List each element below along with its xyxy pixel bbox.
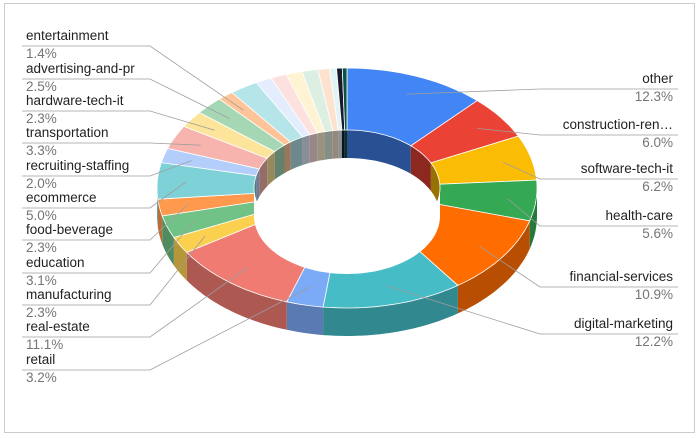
leader-line-digital-marketing bbox=[386, 285, 678, 335]
slice-percent-recruiting-staffing: 2.0% bbox=[26, 176, 57, 191]
slice-wall-inner bbox=[347, 130, 411, 174]
slice-label-manufacturing: manufacturing bbox=[26, 287, 112, 302]
slice-wall-inner bbox=[317, 131, 325, 161]
donut-top-layer bbox=[156, 67, 538, 309]
leader-line-food-beverage bbox=[22, 204, 188, 241]
slice-percent-other: 12.3% bbox=[635, 89, 673, 104]
slice-label-retail: retail bbox=[26, 352, 55, 367]
slice-wall-inner bbox=[274, 145, 285, 180]
slice-percent-transportation: 3.3% bbox=[26, 143, 57, 158]
slice-percent-financial-services: 10.9% bbox=[635, 287, 673, 302]
donut-hole-front bbox=[254, 188, 440, 274]
slice-wall-outer bbox=[157, 199, 163, 244]
chart-border bbox=[4, 3, 695, 433]
leader-line-financial-services bbox=[478, 245, 678, 288]
slice-label-construction-ren…: construction-ren… bbox=[563, 117, 673, 132]
slice-percent-food-beverage: 2.3% bbox=[26, 240, 57, 255]
slice-wall-inner bbox=[267, 151, 275, 187]
leader-line-advertising-and-pr bbox=[22, 78, 230, 119]
slice-percent-advertising-and-pr: 2.5% bbox=[26, 79, 57, 94]
slice-label-advertising-and-pr: advertising-and-pr bbox=[26, 61, 135, 76]
slice-percent-digital-marketing: 12.2% bbox=[635, 334, 673, 349]
slice-wall-inner bbox=[256, 168, 260, 204]
slice-label-health-care: health-care bbox=[605, 208, 673, 223]
leader-line-transportation bbox=[22, 142, 201, 146]
slice-wall-inner bbox=[344, 130, 347, 158]
slice-label-entertainment: entertainment bbox=[26, 28, 109, 43]
leader-line-hardware-tech-it bbox=[22, 110, 215, 131]
slice-label-education: education bbox=[26, 255, 85, 270]
slice-label-financial-services: financial-services bbox=[569, 269, 673, 284]
slice-label-recruiting-staffing: recruiting-staffing bbox=[26, 158, 129, 173]
leader-line-retail bbox=[22, 286, 312, 371]
slice-percent-education: 3.1% bbox=[26, 273, 57, 288]
slice-percent-software-tech-it: 6.2% bbox=[642, 179, 673, 194]
slice-wall-inner bbox=[302, 134, 310, 165]
slice-wall-outer bbox=[186, 252, 287, 330]
slice-wall-outer bbox=[162, 215, 174, 266]
slice-wall-inner bbox=[324, 130, 333, 160]
slice-wall-inner bbox=[410, 145, 431, 191]
slice-percent-entertainment: 1.4% bbox=[26, 46, 57, 61]
slice-wall-inner bbox=[338, 130, 342, 159]
leader-line-recruiting-staffing bbox=[22, 160, 192, 177]
slice-percent-retail: 3.2% bbox=[26, 370, 57, 385]
leader-line-entertainment bbox=[22, 45, 244, 111]
slice-wall-inner bbox=[284, 141, 291, 174]
slice-wall-inner bbox=[309, 133, 318, 163]
leader-lines bbox=[22, 45, 678, 371]
slice-label-digital-marketing: digital-marketing bbox=[574, 316, 673, 331]
slice-top-unlabeled bbox=[341, 67, 348, 131]
leader-line-ecommerce bbox=[22, 181, 187, 209]
slice-wall-inner bbox=[332, 130, 339, 159]
slice-label-software-tech-it: software-tech-it bbox=[581, 161, 674, 176]
slice-label-real-estate: real-estate bbox=[26, 319, 90, 334]
slice-wall-outer bbox=[173, 237, 187, 281]
slice-percent-hardware-tech-it: 2.3% bbox=[26, 111, 57, 126]
slice-wall-inner bbox=[341, 130, 345, 159]
slice-label-hardware-tech-it: hardware-tech-it bbox=[26, 93, 124, 108]
slice-percent-construction-ren…: 6.0% bbox=[642, 135, 673, 150]
slice-wall-inner bbox=[259, 158, 268, 197]
leader-line-manufacturing bbox=[22, 235, 206, 306]
slice-percent-manufacturing: 2.3% bbox=[26, 305, 57, 320]
slice-label-food-beverage: food-beverage bbox=[26, 222, 113, 237]
slice-wall-outer bbox=[529, 188, 537, 249]
slice-percent-real-estate: 11.1% bbox=[26, 337, 63, 352]
leader-line-education bbox=[22, 220, 195, 274]
slice-label-ecommerce: ecommerce bbox=[26, 190, 97, 205]
slice-wall-outer bbox=[457, 220, 530, 314]
leader-line-software-tech-it bbox=[503, 162, 678, 180]
slice-percent-health-care: 5.6% bbox=[642, 226, 673, 241]
leader-line-real-estate bbox=[22, 267, 248, 338]
leader-line-health-care bbox=[507, 198, 678, 227]
leader-line-other bbox=[406, 88, 678, 95]
slice-wall-outer bbox=[286, 301, 324, 336]
slice-wall-inner bbox=[290, 137, 303, 170]
leader-line-construction-ren… bbox=[477, 128, 678, 136]
slice-label-other: other bbox=[642, 71, 673, 86]
slice-labels: other 12.3% construction-ren… 6.0% software-… bbox=[26, 28, 673, 385]
slice-percent-ecommerce: 5.0% bbox=[26, 208, 57, 223]
slice-label-transportation: transportation bbox=[26, 125, 109, 140]
